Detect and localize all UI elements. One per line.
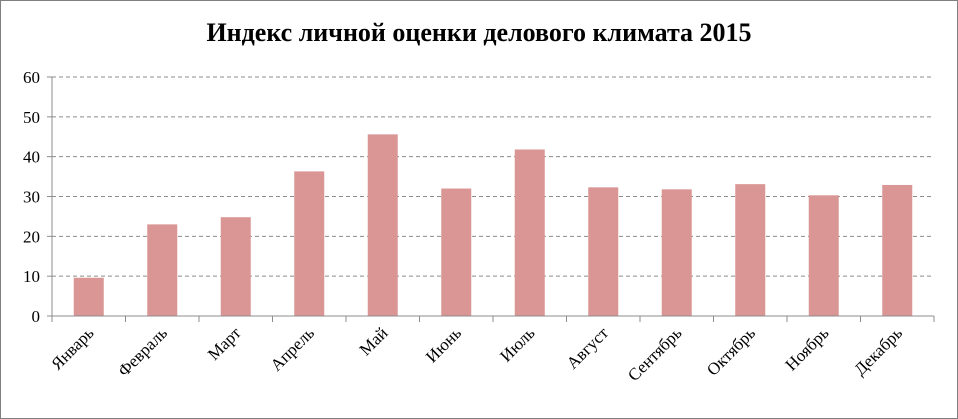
x-tick-label: Декабрь [850, 323, 906, 379]
y-tick-label: 30 [23, 188, 40, 207]
x-tick-label: Май [356, 323, 392, 359]
x-tick-label: Октябрь [703, 323, 759, 379]
x-tick-label: Март [204, 323, 245, 364]
bar [808, 195, 839, 316]
bar [220, 217, 251, 316]
x-tick-label: Июль [496, 323, 538, 365]
bar [73, 277, 104, 316]
y-tick-label: 0 [32, 307, 41, 326]
bar [588, 187, 619, 316]
bar [882, 184, 913, 316]
y-tick-label: 60 [23, 68, 40, 87]
bar [735, 184, 766, 316]
y-tick-label: 20 [23, 227, 40, 246]
bar [367, 134, 398, 316]
bar [147, 224, 178, 316]
y-tick-label: 10 [23, 267, 40, 286]
x-tick-label: Апрель [267, 323, 319, 375]
x-tick-label: Январь [47, 323, 97, 373]
chart-title: Индекс личной оценки делового климата 20… [206, 18, 752, 47]
bar [514, 149, 545, 316]
y-tick-label: 50 [23, 108, 40, 127]
x-tick-label: Июнь [422, 323, 465, 366]
y-tick-label: 40 [23, 148, 40, 167]
x-tick-label: Сентябрь [624, 323, 686, 385]
bar [294, 171, 325, 316]
bar [441, 188, 472, 316]
x-tick-label: Август [563, 323, 613, 373]
x-tick-label: Февраль [114, 323, 171, 380]
x-tick-label: Ноябрь [782, 323, 833, 374]
bar [661, 189, 692, 316]
